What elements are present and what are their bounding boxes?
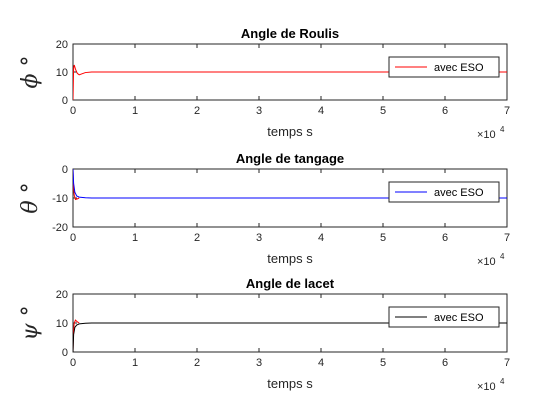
x-axis-multiplier: ×10 — [477, 256, 496, 268]
x-tick-label: 2 — [194, 232, 200, 244]
x-tick-label: 2 — [194, 105, 200, 117]
chart-title: Angle de tangage — [236, 151, 344, 166]
x-tick-label: 6 — [442, 105, 448, 117]
subplot-2: Angle de tangage 0 1 2 3 4 5 6 7 -20 -10 0 temps s ×1… — [18, 151, 510, 268]
y-axis-label: θ ° — [18, 182, 43, 213]
y-tick-label: 20 — [56, 289, 68, 301]
x-axis-exponent: 4 — [500, 125, 505, 134]
y-tick-label: 0 — [62, 95, 68, 107]
x-tick-label: 1 — [132, 357, 138, 369]
chart-title: Angle de Roulis — [241, 26, 339, 41]
y-tick-label: 0 — [62, 164, 68, 176]
x-tick-label: 0 — [70, 232, 76, 244]
x-tick-label: 0 — [70, 105, 76, 117]
y-tick-label: 0 — [62, 347, 68, 359]
legend: avec ESO — [388, 306, 500, 328]
x-axis-multiplier: ×10 — [477, 381, 496, 393]
x-tick-label: 4 — [318, 357, 324, 369]
y-axis-label: ψ ° — [18, 305, 43, 340]
legend-box — [388, 181, 500, 203]
legend-label: avec ESO — [434, 312, 484, 324]
x-tick-label: 1 — [132, 232, 138, 244]
x-tick-label: 5 — [380, 105, 386, 117]
legend: avec ESO — [388, 181, 500, 203]
x-tick-label: 3 — [256, 357, 262, 369]
x-axis-exponent: 4 — [500, 252, 505, 261]
y-tick-label: -20 — [52, 222, 68, 234]
x-tick-label: 2 — [194, 357, 200, 369]
x-tick-label: 7 — [504, 105, 510, 117]
y-tick-label: 20 — [56, 39, 68, 51]
x-tick-label: 4 — [318, 105, 324, 117]
x-axis-exponent: 4 — [500, 377, 505, 386]
legend-box — [388, 56, 500, 78]
x-tick-label: 6 — [442, 357, 448, 369]
subplot-3: Angle de lacet 0 1 2 3 4 5 6 7 0 10 20 temps s ×10 4 ψ … — [18, 276, 510, 393]
x-tick-label: 6 — [442, 232, 448, 244]
legend-label: avec ESO — [434, 187, 484, 199]
x-tick-label: 5 — [380, 232, 386, 244]
y-tick-label: -10 — [52, 193, 68, 205]
x-axis-label: temps s — [267, 124, 313, 139]
y-axis-label: ϕ ° — [18, 56, 43, 89]
legend-label: avec ESO — [434, 62, 484, 74]
x-tick-label: 5 — [380, 357, 386, 369]
series-line-avec-eso — [73, 322, 507, 352]
y-tick-label: 10 — [56, 318, 68, 330]
series-line-avec-eso — [73, 169, 507, 199]
legend: avec ESO — [388, 56, 500, 78]
legend-box — [388, 306, 500, 328]
y-tick-label: 10 — [56, 67, 68, 79]
x-tick-label: 7 — [504, 232, 510, 244]
x-tick-label: 0 — [70, 357, 76, 369]
chart-title: Angle de lacet — [246, 276, 335, 291]
subplot-1: Angle de Roulis 0 1 2 3 4 5 6 7 0 10 20 temps s ×10 4 ϕ… — [18, 26, 510, 141]
x-axis-label: temps s — [267, 376, 313, 391]
x-tick-label: 3 — [256, 232, 262, 244]
series-line-avec-eso — [73, 64, 507, 100]
x-axis-multiplier: ×10 — [477, 129, 496, 141]
x-axis-label: temps s — [267, 251, 313, 266]
x-tick-label: 4 — [318, 232, 324, 244]
x-tick-label: 1 — [132, 105, 138, 117]
x-tick-label: 7 — [504, 357, 510, 369]
x-tick-label: 3 — [256, 105, 262, 117]
